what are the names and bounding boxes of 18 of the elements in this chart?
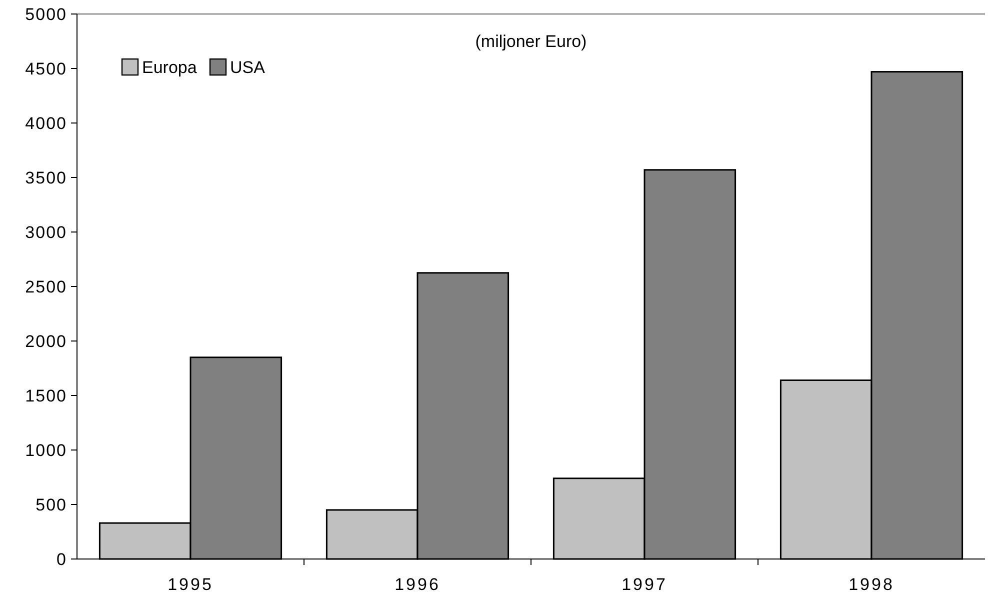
y-tick-label: 4500 bbox=[25, 59, 67, 78]
x-tick-label: 1998 bbox=[848, 575, 894, 594]
legend-label: Europa bbox=[142, 58, 198, 77]
y-tick-label: 4000 bbox=[25, 114, 67, 133]
y-tick-label: 1500 bbox=[25, 386, 67, 406]
x-tick-label: 1995 bbox=[168, 575, 214, 594]
y-tick-label: 2500 bbox=[25, 277, 67, 296]
legend-label: USA bbox=[230, 58, 266, 77]
y-tick-label: 500 bbox=[36, 495, 67, 514]
text: (miljoner Euro) bbox=[475, 32, 587, 51]
y-tick-label: 5000 bbox=[25, 4, 67, 24]
y-tick-label: 1000 bbox=[25, 440, 67, 460]
y-tick-label: 2000 bbox=[25, 332, 67, 351]
y-tick-label: 3000 bbox=[25, 222, 67, 242]
x-tick-label: 1997 bbox=[622, 575, 668, 594]
y-tick-label: 0 bbox=[56, 550, 67, 569]
y-tick-label: 3500 bbox=[25, 168, 67, 188]
x-tick-label: 1996 bbox=[394, 575, 440, 594]
